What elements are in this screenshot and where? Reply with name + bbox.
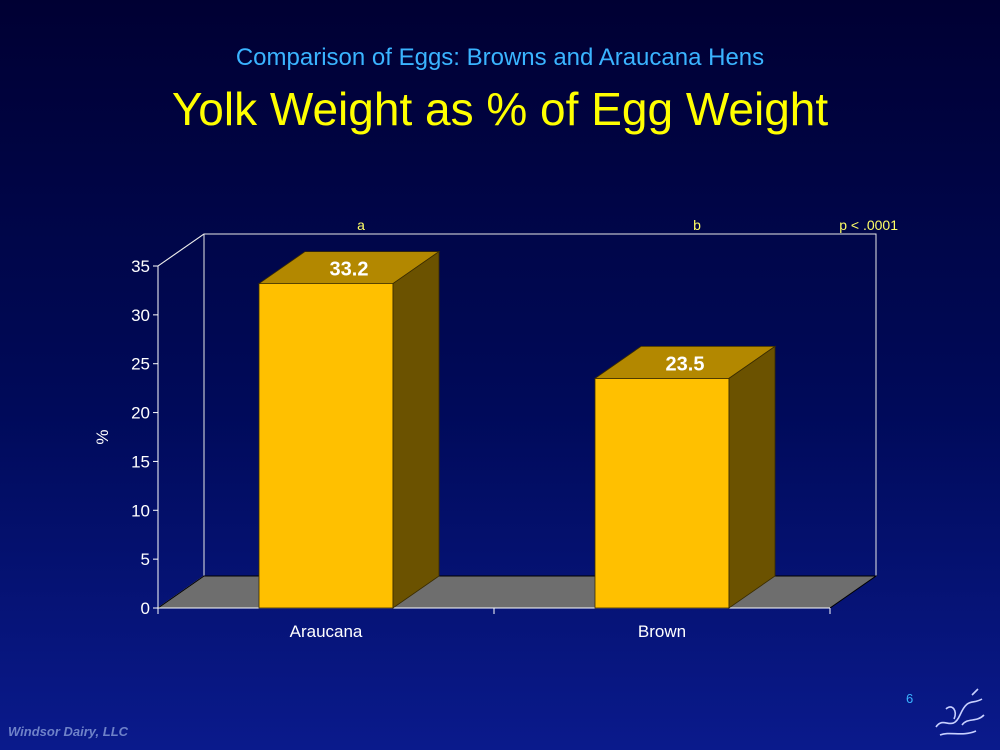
y-tick-label: 5: [141, 550, 150, 569]
y-tick-label: 0: [141, 599, 150, 618]
y-tick-label: 20: [131, 404, 150, 423]
significance-letter: a: [357, 217, 365, 233]
y-tick-label: 25: [131, 355, 150, 374]
bar-side: [728, 345, 776, 609]
y-tick-label: 35: [131, 257, 150, 276]
slide-title: Yolk Weight as % of Egg Weight: [171, 83, 829, 135]
p-value-annotation: p < .0001: [839, 217, 898, 233]
y-tick-label: 15: [131, 452, 150, 471]
x-tick-label: Araucana: [290, 622, 363, 641]
signature-logo: [935, 688, 985, 736]
page-number: 6: [906, 691, 914, 706]
bar-value-label: 33.2: [330, 259, 369, 281]
x-tick-label: Brown: [638, 622, 686, 641]
y-tick-label: 10: [131, 501, 150, 520]
significance-letter: b: [693, 217, 701, 233]
slide-subtitle: Comparison of Eggs: Browns and Araucana …: [235, 44, 765, 71]
plot-top-edge: [157, 233, 205, 267]
bar-front: [594, 377, 730, 609]
bar-front: [258, 283, 394, 609]
bar-side: [392, 250, 440, 609]
footer-company: Windsor Dairy, LLC: [8, 724, 129, 739]
y-tick-label: 30: [131, 306, 150, 325]
y-axis-label: %: [93, 429, 112, 444]
bar-value-label: 23.5: [666, 353, 705, 375]
